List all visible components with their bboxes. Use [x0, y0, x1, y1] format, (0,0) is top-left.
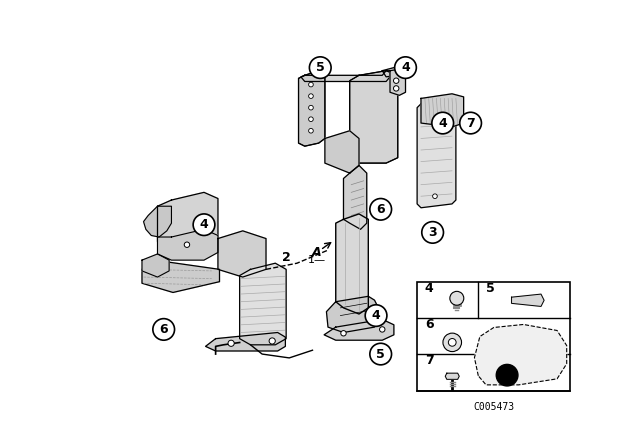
Polygon shape — [326, 296, 382, 332]
Text: 4: 4 — [438, 116, 447, 129]
Polygon shape — [390, 69, 406, 95]
Circle shape — [432, 112, 454, 134]
Polygon shape — [142, 262, 220, 293]
Polygon shape — [344, 165, 367, 229]
Circle shape — [308, 105, 313, 110]
Text: 4: 4 — [200, 218, 209, 231]
Text: 6: 6 — [376, 203, 385, 216]
Circle shape — [308, 129, 313, 133]
Text: 1—: 1— — [308, 255, 326, 265]
Polygon shape — [421, 94, 463, 127]
Text: 7: 7 — [425, 353, 434, 366]
Circle shape — [380, 327, 385, 332]
Polygon shape — [301, 71, 390, 82]
Circle shape — [450, 291, 464, 305]
Circle shape — [308, 117, 313, 121]
Polygon shape — [417, 99, 456, 208]
Polygon shape — [239, 263, 286, 345]
Polygon shape — [157, 229, 218, 260]
Text: 5: 5 — [316, 61, 324, 74]
Circle shape — [422, 222, 444, 243]
Text: 4: 4 — [401, 61, 410, 74]
Polygon shape — [474, 324, 566, 385]
Circle shape — [365, 305, 387, 326]
Text: 6: 6 — [425, 318, 433, 331]
Polygon shape — [205, 332, 285, 351]
Circle shape — [193, 214, 215, 236]
Text: 5: 5 — [376, 348, 385, 361]
Circle shape — [228, 340, 234, 346]
Text: 4: 4 — [372, 309, 380, 322]
Polygon shape — [142, 254, 169, 277]
Polygon shape — [349, 71, 397, 163]
Polygon shape — [336, 214, 368, 314]
Circle shape — [370, 343, 392, 365]
Circle shape — [309, 57, 331, 78]
Polygon shape — [218, 231, 266, 277]
Polygon shape — [157, 192, 218, 248]
Circle shape — [308, 94, 313, 99]
Polygon shape — [298, 71, 325, 146]
Circle shape — [370, 198, 392, 220]
Polygon shape — [298, 71, 325, 146]
Polygon shape — [445, 373, 460, 379]
Text: 2: 2 — [282, 251, 291, 264]
Circle shape — [395, 57, 417, 78]
Polygon shape — [325, 131, 359, 173]
Circle shape — [153, 319, 175, 340]
Polygon shape — [511, 294, 544, 306]
Circle shape — [433, 194, 437, 198]
Text: 7: 7 — [466, 116, 475, 129]
Text: 6: 6 — [159, 323, 168, 336]
Text: 4: 4 — [425, 282, 434, 296]
Circle shape — [496, 364, 518, 386]
Circle shape — [443, 333, 461, 352]
Polygon shape — [382, 68, 399, 77]
Circle shape — [394, 86, 399, 91]
Circle shape — [308, 82, 313, 87]
Text: A: A — [312, 246, 321, 259]
Circle shape — [269, 338, 275, 344]
Circle shape — [394, 78, 399, 83]
Bar — [417, 282, 570, 391]
Circle shape — [449, 339, 456, 346]
Circle shape — [340, 331, 346, 336]
Polygon shape — [143, 206, 172, 237]
Polygon shape — [324, 319, 394, 340]
Circle shape — [184, 242, 189, 247]
Text: C005473: C005473 — [473, 402, 514, 412]
Text: 5: 5 — [486, 282, 495, 296]
Circle shape — [460, 112, 481, 134]
Text: 3: 3 — [428, 226, 437, 239]
